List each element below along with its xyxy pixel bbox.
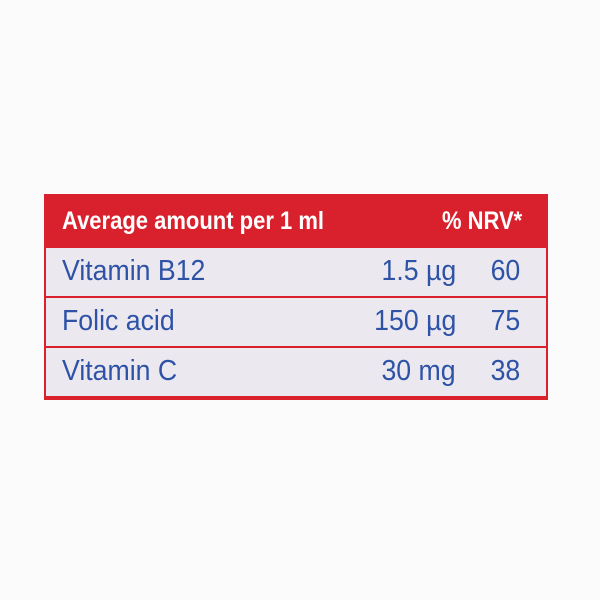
nutrient-nrv: 60	[490, 255, 520, 287]
nutrient-amount: 1.5 µg	[381, 255, 456, 287]
table-row: Vitamin C 30 mg 38	[46, 348, 546, 396]
table-row: Folic acid 150 µg 75	[46, 298, 546, 346]
nutrient-nrv: 38	[490, 355, 520, 387]
nutrition-table: Average amount per 1 ml % NRV* Vitamin B…	[44, 194, 548, 400]
nutrient-amount: 150 µg	[373, 305, 456, 337]
table-header: Average amount per 1 ml % NRV*	[44, 194, 548, 246]
table-row: Vitamin B12 1.5 µg 60	[46, 248, 546, 296]
nutrient-amount: 30 mg	[381, 355, 456, 387]
nutrient-nrv: 75	[490, 305, 520, 337]
header-label: Average amount per 1 ml	[62, 207, 325, 235]
header-nrv: % NRV*	[441, 207, 522, 235]
nutrient-name: Folic acid	[62, 305, 175, 337]
nutrient-name: Vitamin B12	[62, 255, 206, 287]
nutrient-name: Vitamin C	[62, 355, 178, 387]
